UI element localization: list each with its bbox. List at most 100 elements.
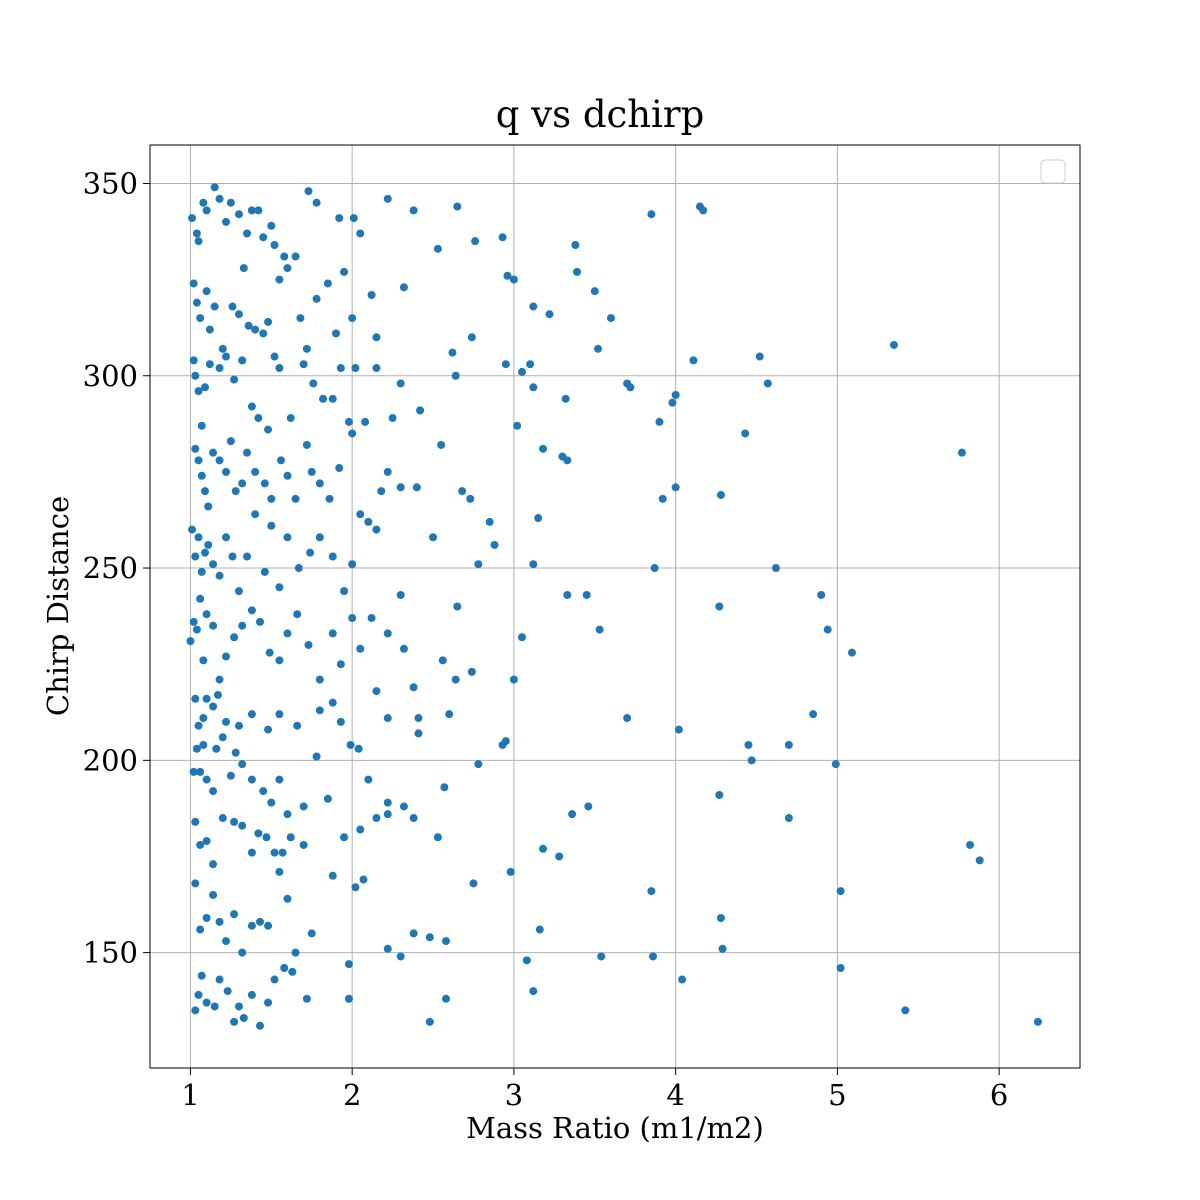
data-point — [561, 394, 570, 403]
data-point — [383, 194, 392, 203]
data-point — [302, 994, 311, 1003]
data-point — [741, 429, 750, 438]
data-point — [901, 1006, 910, 1015]
data-point — [231, 487, 240, 496]
data-point — [674, 725, 683, 734]
data-point — [202, 775, 211, 784]
data-point — [678, 975, 687, 984]
data-point — [247, 848, 256, 857]
data-point — [716, 914, 725, 923]
data-point — [396, 379, 405, 388]
data-point — [1033, 1017, 1042, 1026]
data-point — [716, 490, 725, 499]
data-point — [647, 210, 656, 219]
data-point — [336, 364, 345, 373]
data-point — [372, 364, 381, 373]
data-point — [226, 771, 235, 780]
data-point — [267, 221, 276, 230]
data-point — [359, 875, 368, 884]
data-point — [204, 502, 213, 511]
data-point — [302, 344, 311, 353]
data-point — [267, 798, 276, 807]
data-point — [416, 406, 425, 415]
data-point — [399, 283, 408, 292]
data-point — [763, 379, 772, 388]
data-point — [238, 760, 247, 769]
data-point — [247, 775, 256, 784]
data-point — [278, 848, 287, 857]
data-point — [340, 267, 349, 276]
data-point — [275, 775, 284, 784]
data-point — [438, 656, 447, 665]
ticks-layer: 1 2 3 4 5 6 150 200 250 300 350 — [83, 166, 1009, 1112]
data-point — [291, 494, 300, 503]
data-point — [197, 971, 206, 980]
data-point — [529, 383, 538, 392]
data-point — [226, 437, 235, 446]
data-point — [328, 552, 337, 561]
data-point — [354, 744, 363, 753]
data-point — [755, 352, 764, 361]
data-point — [847, 648, 856, 657]
data-point — [348, 560, 357, 569]
data-point — [243, 229, 252, 238]
data-point — [202, 914, 211, 923]
data-point — [319, 394, 328, 403]
data-point — [539, 444, 548, 453]
data-point — [555, 852, 564, 861]
data-point — [254, 414, 263, 423]
data-point — [383, 714, 392, 723]
data-point — [966, 840, 975, 849]
data-point — [349, 214, 358, 223]
data-point — [238, 948, 247, 957]
data-point — [506, 867, 515, 876]
data-point — [275, 867, 284, 876]
data-point — [222, 717, 231, 726]
data-point — [340, 587, 349, 596]
data-point — [817, 590, 826, 599]
data-point — [186, 637, 195, 646]
data-point — [356, 510, 365, 519]
data-point — [328, 698, 337, 707]
data-point — [238, 356, 247, 365]
data-point — [296, 314, 305, 323]
data-point — [364, 517, 373, 526]
data-point — [448, 348, 457, 357]
data-point — [283, 810, 292, 819]
data-point — [433, 244, 442, 253]
data-point — [361, 417, 370, 426]
data-point — [226, 198, 235, 207]
data-point — [409, 683, 418, 692]
data-point — [254, 206, 263, 215]
data-point — [626, 383, 635, 392]
data-point — [293, 721, 302, 730]
data-point — [302, 440, 311, 449]
data-point — [189, 279, 198, 288]
data-point — [451, 675, 460, 684]
data-point — [529, 302, 538, 311]
data-point — [209, 787, 218, 796]
data-point — [584, 802, 593, 811]
data-point — [192, 298, 201, 307]
data-point — [264, 725, 273, 734]
data-point — [238, 621, 247, 630]
data-point — [784, 814, 793, 823]
data-point — [471, 237, 480, 246]
data-point — [204, 540, 213, 549]
data-point — [251, 325, 260, 334]
data-point — [784, 740, 793, 749]
data-point — [293, 610, 302, 619]
x-tick-label: 6 — [990, 1078, 1008, 1112]
data-point — [275, 710, 284, 719]
data-point — [563, 590, 572, 599]
data-point — [191, 371, 200, 380]
data-point — [671, 390, 680, 399]
data-point — [344, 994, 353, 1003]
data-point — [571, 240, 580, 249]
data-point — [194, 237, 203, 246]
data-point — [264, 998, 273, 1007]
data-point — [328, 394, 337, 403]
data-point — [283, 264, 292, 273]
data-point — [228, 302, 237, 311]
data-point — [572, 267, 581, 276]
